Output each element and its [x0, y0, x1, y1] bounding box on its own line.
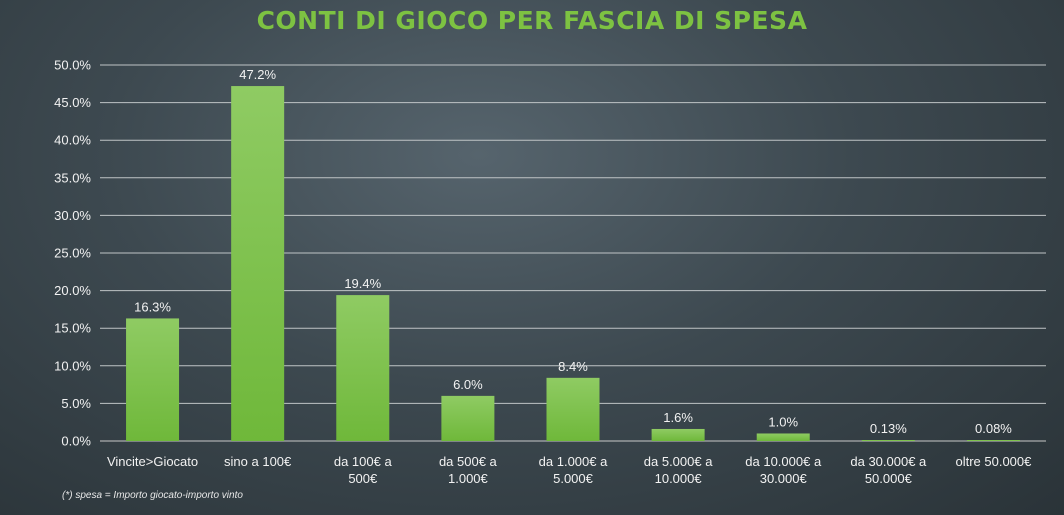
bar	[861, 440, 915, 441]
category-label-line: da 30.000€ a	[850, 454, 927, 469]
y-tick-label: 15.0%	[54, 321, 91, 336]
y-tick-label: 40.0%	[54, 133, 91, 148]
category-label-line: da 500€ a	[439, 454, 498, 469]
bar	[126, 318, 180, 441]
category-label-line: Vincite>Giocato	[107, 454, 198, 469]
bars	[126, 86, 1020, 441]
data-label: 0.13%	[870, 421, 907, 436]
bar	[651, 428, 705, 441]
data-label: 6.0%	[453, 377, 483, 392]
y-tick-label: 10.0%	[54, 358, 91, 373]
bar	[441, 395, 495, 441]
category-label-line: da 100€ a	[334, 454, 393, 469]
y-tick-label: 30.0%	[54, 208, 91, 223]
category-label-line: 5.000€	[553, 471, 594, 486]
data-label: 16.3%	[134, 299, 171, 314]
bar	[546, 377, 600, 441]
data-label: 1.6%	[663, 410, 693, 425]
category-label-line: da 5.000€ a	[644, 454, 713, 469]
category-label: da 500€ a 1.000€	[439, 454, 498, 486]
bar	[756, 433, 810, 441]
y-tick-label: 25.0%	[54, 246, 91, 261]
y-axis-ticks: 0.0% 5.0% 10.0% 15.0% 20.0% 25.0% 30.0% 35.0% 40…	[54, 58, 91, 449]
y-tick-label: 50.0%	[54, 58, 91, 73]
category-label-line: sino a 100€	[224, 454, 292, 469]
y-tick-label: 20.0%	[54, 283, 91, 298]
chart-title: CONTI DI GIOCO PER FASCIA DI SPESA	[256, 6, 808, 35]
bar	[336, 295, 390, 441]
category-label: da 1.000€ a 5.000€	[539, 454, 608, 486]
category-label-line: 50.000€	[865, 471, 913, 486]
category-label-line: da 1.000€ a	[539, 454, 608, 469]
category-labels: Vincite>Giocato sino a 100€ da 100€ a 500€d…	[107, 454, 1032, 486]
category-label-line: 1.000€	[448, 471, 489, 486]
bar	[966, 440, 1020, 441]
y-tick-label: 35.0%	[54, 170, 91, 185]
category-label-line: 10.000€	[655, 471, 703, 486]
category-label: da 5.000€ a 10.000€	[644, 454, 713, 486]
category-label: da 30.000€ a 50.000€	[850, 454, 927, 486]
bar	[231, 86, 285, 441]
category-label: da 100€ a 500€	[334, 454, 393, 486]
data-label: 47.2%	[239, 67, 276, 82]
category-label-line: 30.000€	[760, 471, 808, 486]
data-label: 0.08%	[975, 421, 1012, 436]
category-label-line: 500€	[348, 471, 378, 486]
category-label: oltre 50.000€	[955, 454, 1032, 469]
category-label: da 10.000€ a 30.000€	[745, 454, 822, 486]
data-labels: 16.3% 47.2% 19.4% 6.0% 8.4% 1.6% 1.0% 0.13% 0.08…	[134, 67, 1012, 436]
y-tick-label: 45.0%	[54, 95, 91, 110]
y-tick-label: 0.0%	[61, 434, 91, 449]
category-label: Vincite>Giocato	[107, 454, 198, 469]
data-label: 8.4%	[558, 359, 588, 374]
data-label: 1.0%	[768, 414, 798, 429]
category-label-line: oltre 50.000€	[955, 454, 1032, 469]
category-label: sino a 100€	[224, 454, 292, 469]
data-label: 19.4%	[344, 276, 381, 291]
category-label-line: da 10.000€ a	[745, 454, 822, 469]
footnote: (*) spesa = Importo giocato-importo vint…	[62, 490, 243, 501]
y-tick-label: 5.0%	[61, 396, 91, 411]
